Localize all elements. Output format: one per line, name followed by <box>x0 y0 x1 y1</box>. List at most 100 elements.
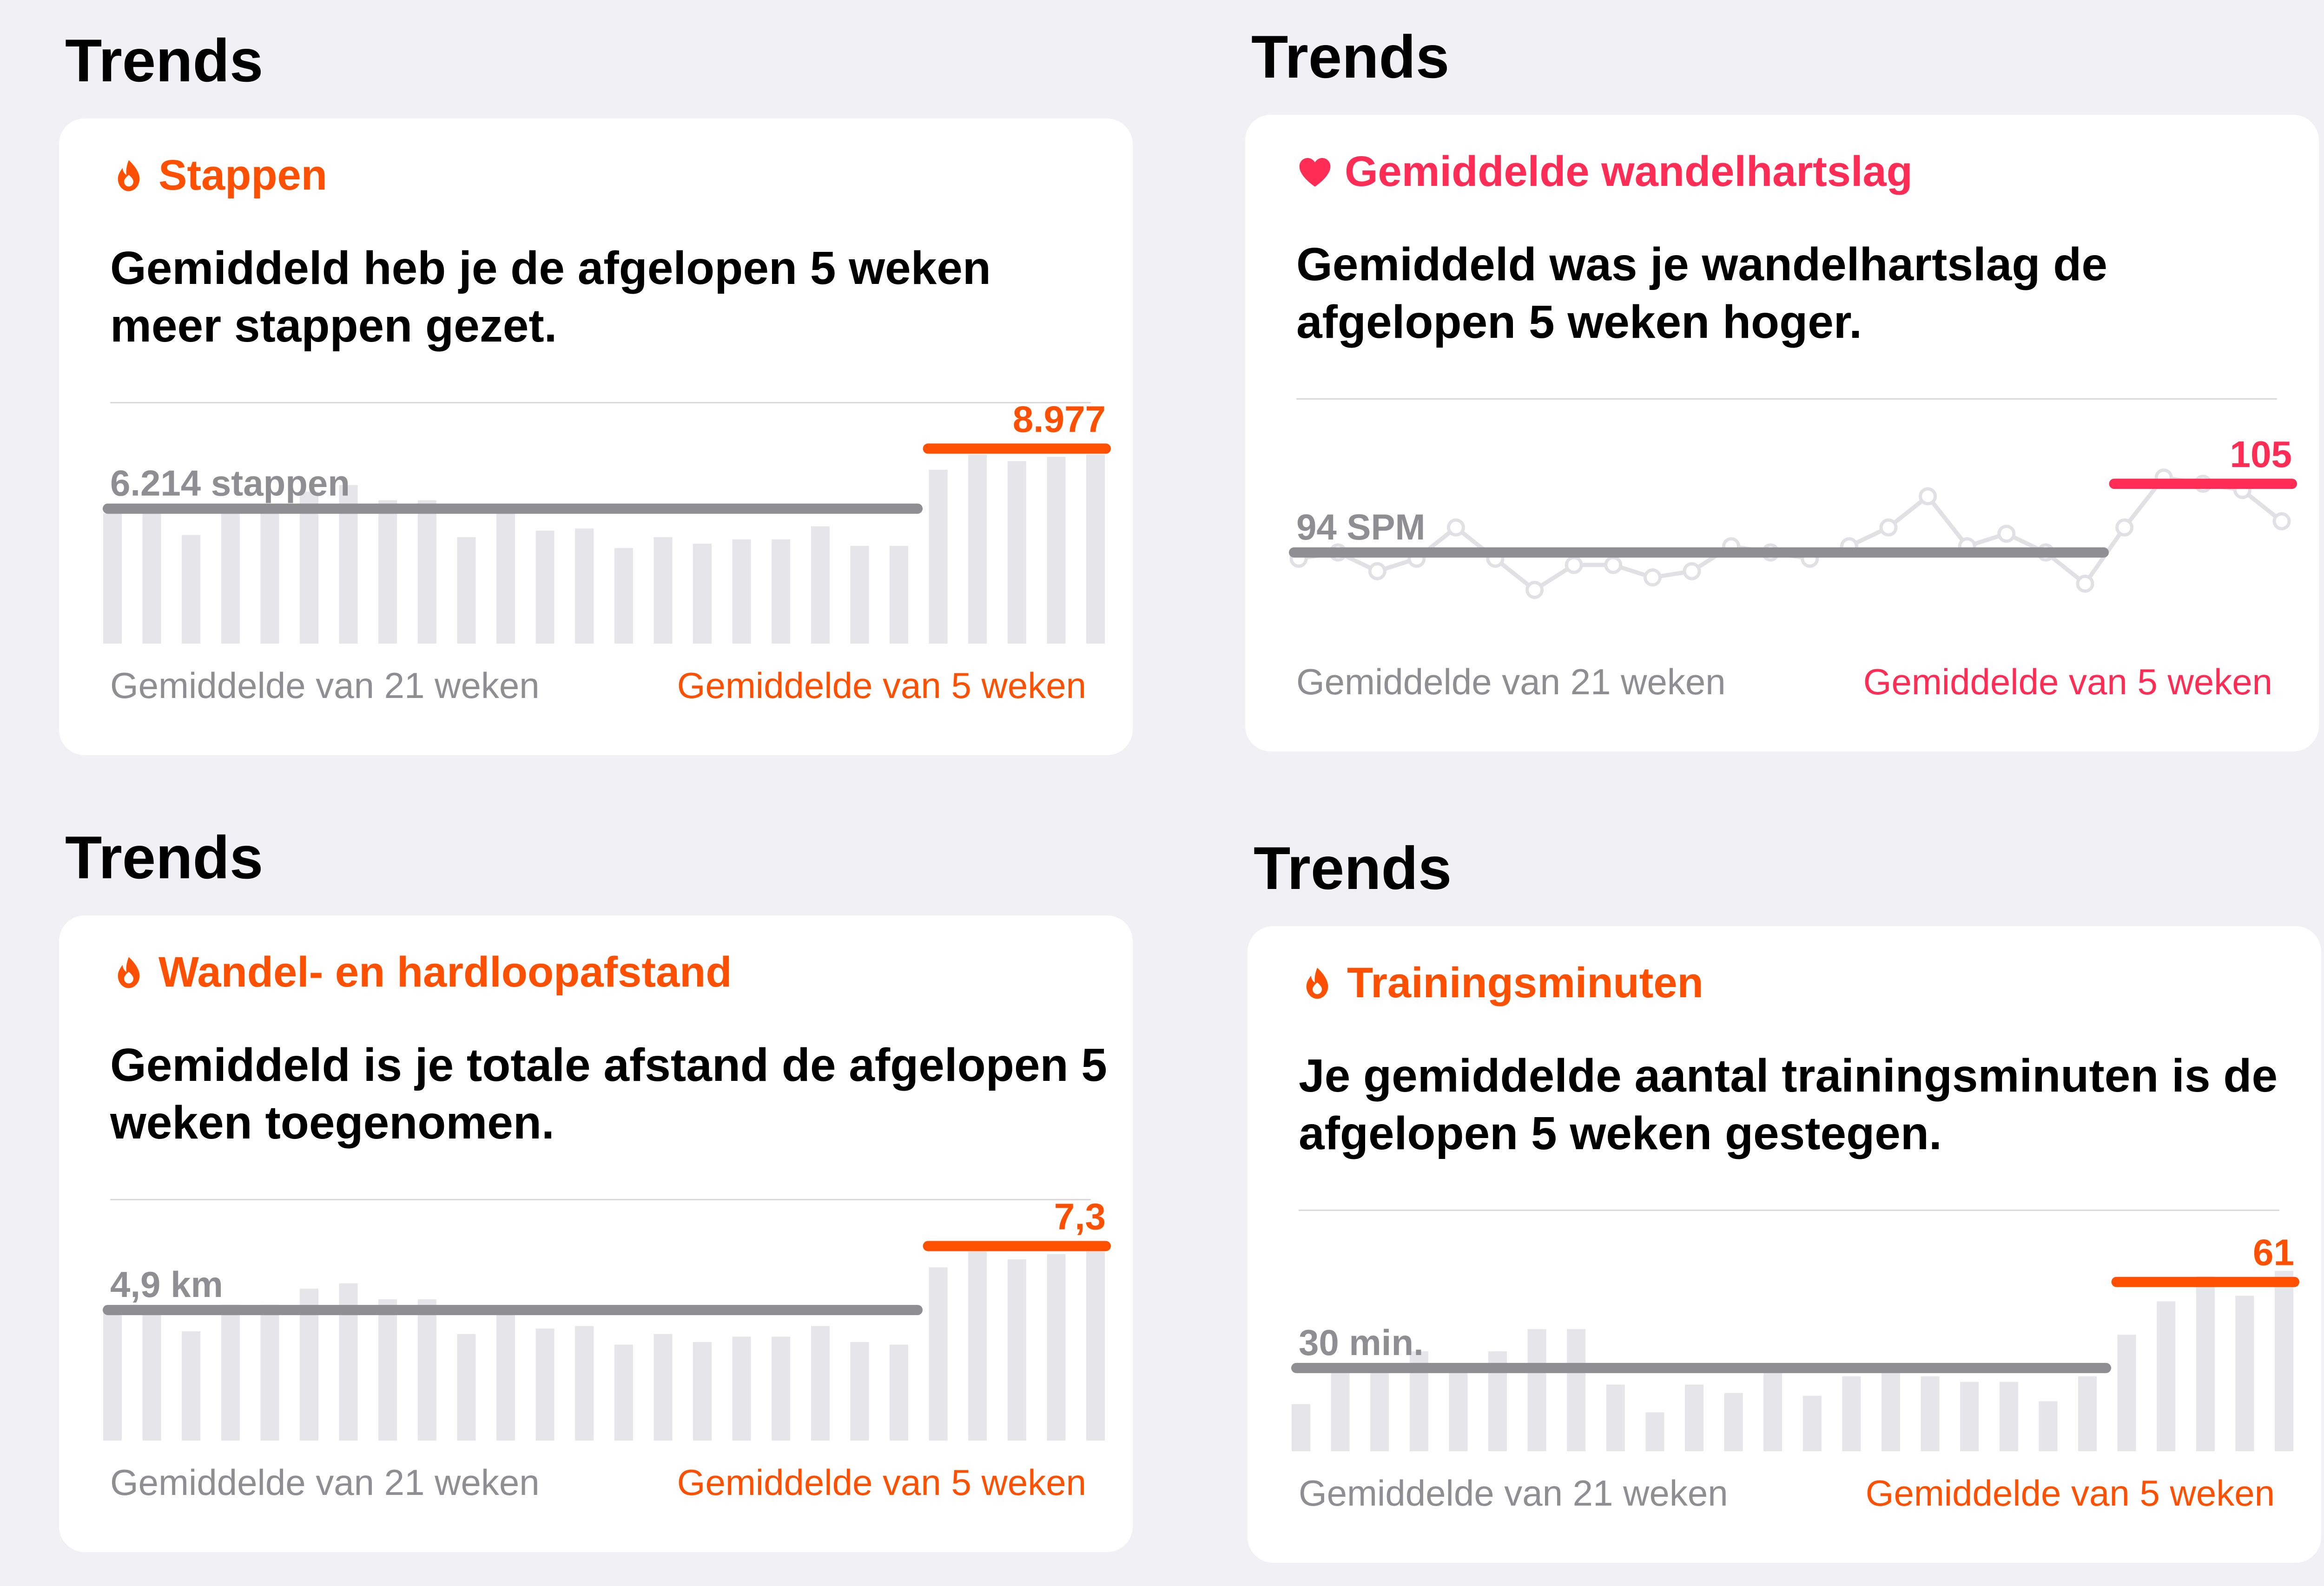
chart-bar <box>2039 1401 2058 1451</box>
chart-point <box>1683 562 1701 580</box>
chart-bar <box>1763 1368 1783 1451</box>
trends-heading: Trends <box>1251 23 1450 91</box>
chart-bar <box>378 500 397 644</box>
card-header: Gemiddelde wandelhartslag <box>1296 147 1913 196</box>
chart-bar <box>1086 454 1105 644</box>
chart-bar <box>890 1344 908 1441</box>
chart-point <box>1525 581 1544 599</box>
avg-5-weeks-label: Gemiddelde van 5 weken <box>677 1462 1086 1503</box>
chart-bar <box>535 1329 555 1441</box>
chart-point <box>1879 518 1898 537</box>
chart-bar <box>417 1299 436 1441</box>
divider <box>1299 1210 2279 1211</box>
avg-5-weeks-label: Gemiddelde van 5 weken <box>1865 1473 2275 1514</box>
chart-bar <box>221 509 240 644</box>
chart-bar <box>1086 1251 1105 1441</box>
chart-bar <box>1724 1393 1743 1451</box>
chart-bar <box>654 537 673 644</box>
avg-21-weeks-label: Gemiddelde van 21 weken <box>1296 661 1726 702</box>
card-description: Gemiddeld is je totale afstand de afgelo… <box>110 1039 1107 1149</box>
avg-21-weeks-label: Gemiddelde van 21 weken <box>1299 1473 1728 1514</box>
chart-bar <box>1882 1370 1900 1451</box>
chart-bar <box>1331 1370 1350 1451</box>
chart-point <box>2076 574 2094 593</box>
avg-5-weeks-label: Gemiddelde van 5 weken <box>677 665 1086 706</box>
trends-heading: Trends <box>1254 834 1452 902</box>
chart-bar <box>182 1331 201 1441</box>
avg-5-weeks-value: 61 <box>2253 1232 2294 1273</box>
chart-bar <box>457 1334 476 1441</box>
chart-bar <box>1645 1412 1664 1451</box>
card-header: Wandel- en hardloopafstand <box>110 948 732 997</box>
chart-bar <box>300 491 318 644</box>
avg-21-weeks-label: Gemiddelde van 21 weken <box>110 665 540 706</box>
chart-bar <box>535 530 555 644</box>
chart-bar <box>693 544 712 644</box>
chart-bar <box>1007 1259 1026 1441</box>
exercise-minutes-trend-card[interactable]: Trainingsminuten Je gemiddelde aantal tr… <box>1248 926 2321 1563</box>
chart-bar <box>1047 1254 1066 1441</box>
card-header: Trainingsminuten <box>1299 959 1703 1007</box>
chart-point <box>1643 568 1662 587</box>
flame-icon <box>1299 965 1336 1002</box>
chart-bar <box>103 1312 122 1441</box>
chart-bar <box>732 539 751 644</box>
chart-bar <box>142 509 161 644</box>
chart-bar <box>1567 1329 1586 1451</box>
card-description: Gemiddeld was je wandelhartslag de afgel… <box>1296 238 2107 348</box>
card-description: Gemiddeld heb je de afgelopen 5 weken me… <box>110 242 991 352</box>
chart-bar <box>732 1336 751 1441</box>
chart-bar <box>1802 1395 1822 1451</box>
heart-rate-trend-card[interactable]: Gemiddelde wandelhartslag Gemiddeld was … <box>1245 115 2319 751</box>
chart-bar <box>614 548 633 644</box>
chart-bar <box>103 513 122 644</box>
chart-bar <box>968 454 987 644</box>
avg-21-weeks-label: Gemiddelde van 21 weken <box>110 1462 540 1503</box>
chart-bar <box>929 1267 948 1441</box>
divider <box>110 1199 1091 1200</box>
steps-trend-card[interactable]: Stappen Gemiddeld heb je de afgelopen 5 … <box>59 118 1133 755</box>
chart-bar <box>811 1326 830 1441</box>
chart-bar <box>1370 1365 1389 1451</box>
chart-bar <box>182 535 201 644</box>
chart-bar <box>260 1304 279 1441</box>
card-header: Stappen <box>110 151 327 200</box>
chart-bar <box>496 1307 515 1441</box>
chart-bar <box>1449 1368 1468 1451</box>
exercise-minutes-bar-chart: 30 min. 61 <box>1291 1232 2299 1451</box>
distance-bar-chart: 4,9 km 7,3 <box>103 1196 1111 1441</box>
chart-point <box>2115 518 2134 537</box>
chart-bar <box>221 1304 240 1441</box>
chart-bar <box>693 1342 712 1441</box>
chart-point <box>1604 556 1623 574</box>
chart-point <box>1565 556 1583 574</box>
avg-5-weeks-value: 105 <box>2230 434 2292 475</box>
steps-bar-chart: 6.214 stappen 8.977 <box>103 398 1111 644</box>
distance-trend-card[interactable]: Wandel- en hardloopafstand Gemiddeld is … <box>59 915 1133 1552</box>
heart-rate-line-chart: 94 SPM 105 <box>1289 434 2297 599</box>
chart-bar <box>654 1334 673 1441</box>
divider <box>110 402 1091 403</box>
flame-icon <box>110 954 147 991</box>
avg-5-weeks-label: Gemiddelde van 5 weken <box>1863 661 2272 702</box>
chart-bar <box>378 1299 397 1441</box>
divider <box>1296 398 2277 400</box>
chart-bar <box>772 1336 791 1441</box>
chart-point <box>2272 512 2291 531</box>
chart-bar <box>1007 461 1026 644</box>
chart-point <box>1919 487 1937 506</box>
chart-bar <box>1606 1384 1625 1451</box>
chart-bar <box>850 1342 869 1441</box>
avg-21-weeks-value: 4,9 km <box>110 1264 223 1305</box>
avg-21-weeks-value: 94 SPM <box>1296 507 1425 547</box>
trends-heading: Trends <box>65 26 264 94</box>
chart-bar <box>575 1326 594 1441</box>
chart-bar <box>1292 1404 1310 1451</box>
card-title: Stappen <box>158 151 327 199</box>
chart-point <box>1446 518 1465 537</box>
card-title: Trainingsminuten <box>1347 959 1703 1007</box>
chart-bar <box>496 511 515 644</box>
chart-bar <box>1685 1384 1703 1451</box>
chart-bar <box>417 500 436 644</box>
avg-21-weeks-value: 30 min. <box>1299 1322 1424 1363</box>
